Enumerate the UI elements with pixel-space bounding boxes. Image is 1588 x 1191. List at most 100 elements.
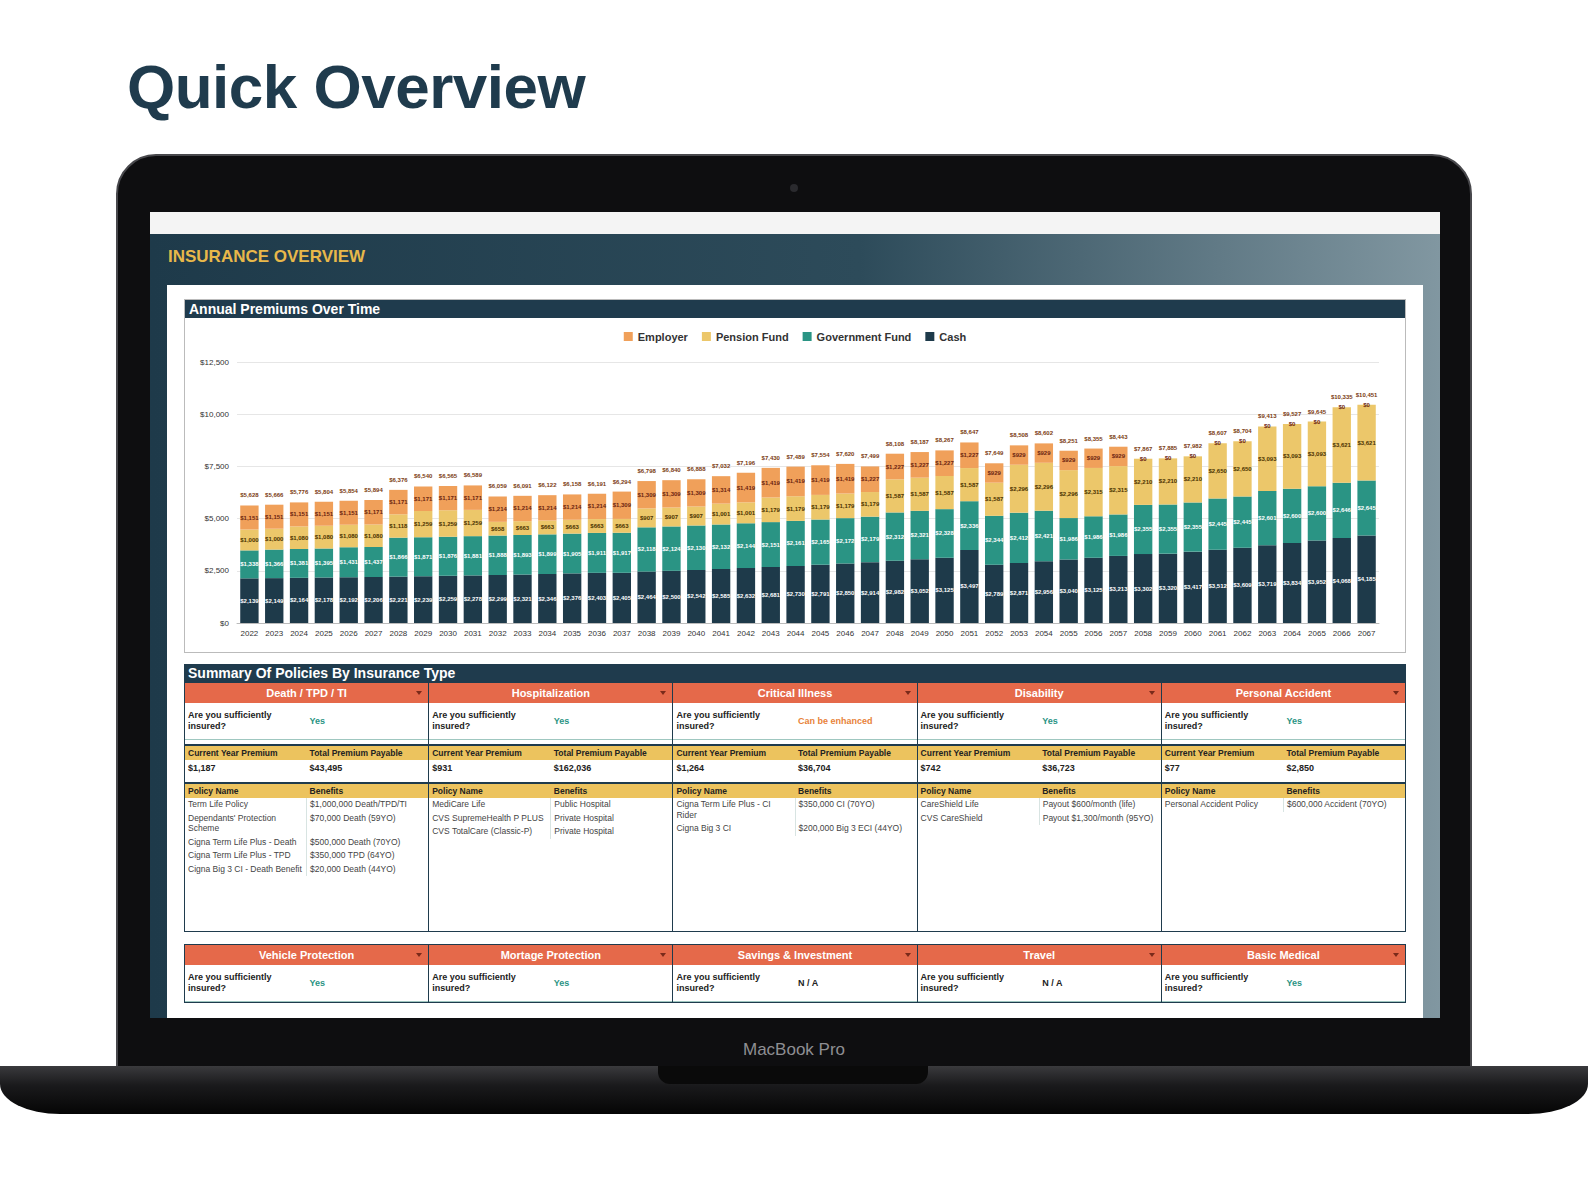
svg-text:$1,171: $1,171: [464, 495, 483, 501]
svg-text:$2,500: $2,500: [662, 594, 681, 600]
svg-text:$7,867: $7,867: [1134, 446, 1153, 452]
svg-text:2051: 2051: [960, 629, 978, 638]
svg-text:$7,649: $7,649: [985, 450, 1004, 456]
svg-text:$1,419: $1,419: [762, 480, 781, 486]
svg-text:$1,000: $1,000: [240, 537, 259, 543]
svg-text:$6,376: $6,376: [389, 477, 408, 483]
svg-text:$929: $929: [1012, 452, 1026, 458]
svg-text:2045: 2045: [812, 629, 830, 638]
svg-text:$1,171: $1,171: [414, 496, 433, 502]
svg-text:$0: $0: [1165, 455, 1172, 461]
svg-text:$9,645: $9,645: [1308, 409, 1327, 415]
svg-text:$1,080: $1,080: [340, 533, 359, 539]
svg-text:$7,500: $7,500: [205, 462, 230, 471]
svg-text:$2,464: $2,464: [637, 594, 656, 600]
svg-text:$907: $907: [640, 515, 654, 521]
svg-text:$663: $663: [516, 525, 530, 531]
svg-text:$1,893: $1,893: [513, 552, 532, 558]
svg-text:2032: 2032: [489, 629, 507, 638]
svg-text:2038: 2038: [638, 629, 656, 638]
svg-text:2029: 2029: [414, 629, 432, 638]
svg-text:$2,118: $2,118: [638, 546, 657, 552]
svg-text:$2,956: $2,956: [1035, 589, 1054, 595]
svg-text:$2,421: $2,421: [1035, 533, 1054, 539]
svg-text:$2,296: $2,296: [1059, 491, 1078, 497]
svg-text:2042: 2042: [737, 629, 755, 638]
svg-text:$3,052: $3,052: [911, 588, 930, 594]
svg-text:$3,093: $3,093: [1283, 453, 1302, 459]
svg-text:$1,876: $1,876: [439, 553, 458, 559]
svg-text:$1,179: $1,179: [762, 507, 781, 513]
svg-text:$907: $907: [690, 513, 704, 519]
svg-text:$8,607: $8,607: [1208, 430, 1227, 436]
svg-text:$3,040: $3,040: [1059, 588, 1078, 594]
svg-text:$6,122: $6,122: [538, 482, 557, 488]
svg-text:$1,151: $1,151: [265, 514, 284, 520]
svg-text:$3,621: $3,621: [1357, 440, 1376, 446]
svg-text:$2,164: $2,164: [290, 597, 309, 603]
svg-text:$8,647: $8,647: [960, 429, 979, 435]
svg-text:2061: 2061: [1209, 629, 1227, 638]
svg-text:$3,834: $3,834: [1283, 580, 1302, 586]
svg-text:$1,431: $1,431: [340, 559, 359, 565]
svg-text:$1,871: $1,871: [414, 554, 433, 560]
svg-text:$2,221: $2,221: [389, 597, 408, 603]
svg-text:$8,704: $8,704: [1233, 428, 1252, 434]
svg-text:$1,419: $1,419: [836, 476, 855, 482]
svg-text:$1,080: $1,080: [290, 535, 309, 541]
svg-text:$2,730: $2,730: [786, 591, 805, 597]
svg-text:$1,000: $1,000: [265, 536, 284, 542]
svg-text:$7,554: $7,554: [811, 452, 830, 458]
svg-text:$3,417: $3,417: [1184, 584, 1203, 590]
svg-text:$7,196: $7,196: [737, 460, 756, 466]
svg-text:$7,982: $7,982: [1184, 443, 1203, 449]
svg-text:$0: $0: [220, 619, 229, 628]
svg-text:$3,125: $3,125: [935, 587, 954, 593]
svg-text:$7,489: $7,489: [786, 454, 805, 460]
svg-text:$3,512: $3,512: [1208, 583, 1227, 589]
svg-text:$2,210: $2,210: [1134, 479, 1153, 485]
svg-text:$6,158: $6,158: [563, 481, 582, 487]
svg-text:$2,312: $2,312: [886, 534, 905, 540]
svg-text:$5,628: $5,628: [240, 492, 259, 498]
svg-text:$2,149: $2,149: [265, 598, 284, 604]
svg-text:2022: 2022: [241, 629, 259, 638]
svg-text:$3,497: $3,497: [960, 583, 979, 589]
svg-text:$3,093: $3,093: [1308, 451, 1327, 457]
svg-text:2049: 2049: [911, 629, 929, 638]
svg-text:$1,179: $1,179: [811, 504, 830, 510]
svg-text:$929: $929: [1062, 457, 1076, 463]
svg-text:$8,267: $8,267: [935, 437, 954, 443]
svg-text:$1,437: $1,437: [364, 559, 383, 565]
svg-text:2067: 2067: [1358, 629, 1376, 638]
svg-text:$2,139: $2,139: [240, 598, 259, 604]
svg-text:2035: 2035: [563, 629, 581, 638]
svg-text:$7,885: $7,885: [1159, 445, 1178, 451]
svg-text:$2,210: $2,210: [1184, 476, 1203, 482]
svg-text:$0: $0: [1314, 419, 1321, 425]
svg-text:$2,500: $2,500: [205, 566, 230, 575]
svg-text:$1,080: $1,080: [364, 533, 383, 539]
svg-text:$1,179: $1,179: [861, 501, 880, 507]
svg-text:$1,151: $1,151: [240, 515, 259, 521]
svg-text:$10,000: $10,000: [200, 410, 229, 419]
svg-text:$1,587: $1,587: [886, 493, 905, 499]
svg-text:$10,451: $10,451: [1356, 392, 1378, 398]
svg-text:$2,165: $2,165: [811, 539, 830, 545]
svg-text:$2,542: $2,542: [687, 593, 706, 599]
svg-text:$1,259: $1,259: [439, 521, 458, 527]
svg-text:2058: 2058: [1134, 629, 1152, 638]
svg-text:$2,259: $2,259: [439, 596, 458, 602]
svg-text:2054: 2054: [1035, 629, 1053, 638]
svg-text:2053: 2053: [1010, 629, 1028, 638]
svg-text:$2,278: $2,278: [464, 596, 483, 602]
svg-text:$2,315: $2,315: [1084, 489, 1103, 495]
svg-text:$2,172: $2,172: [836, 538, 855, 544]
svg-text:$0: $0: [1239, 438, 1246, 444]
svg-text:$2,296: $2,296: [1010, 486, 1029, 492]
svg-text:$2,681: $2,681: [762, 592, 781, 598]
svg-text:$2,161: $2,161: [786, 540, 805, 546]
svg-text:Cash: Cash: [939, 331, 966, 343]
svg-text:$1,587: $1,587: [985, 496, 1004, 502]
svg-text:$2,355: $2,355: [1134, 526, 1153, 532]
